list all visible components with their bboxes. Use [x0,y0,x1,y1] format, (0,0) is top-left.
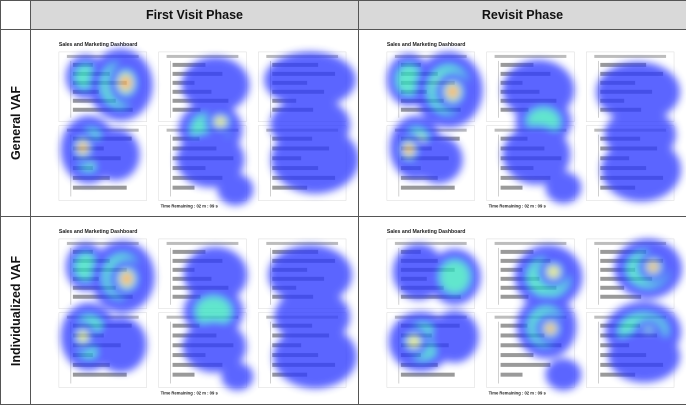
heat-blob [80,144,85,151]
dashboard-title: Sales and Marketing Dashboard [387,42,465,48]
heat-blob [601,138,681,202]
timer-label: Time Remaining : 02 m : 09 s [161,203,219,208]
column-header-first-visit: First Visit Phase [31,1,359,30]
row-label-individualized-vaf: Individualized VAF [9,256,23,366]
gaze-heat-overlay [387,52,681,204]
heatmap-cell-general-revisit: Sales and Marketing Dashboard Time Remain… [359,30,686,217]
heat-blob [608,331,680,383]
heat-blob [440,261,470,294]
heat-blob [95,317,147,373]
dashboard-title: Sales and Marketing Dashboard [59,229,137,235]
row-label-general-vaf: General VAF [9,86,23,160]
heat-blob [92,129,140,181]
heat-blob [650,264,656,270]
heat-blob [415,136,463,184]
heat-blob [545,172,581,204]
heat-blob [547,326,553,332]
heat-blob [79,332,87,342]
heat-blob [273,325,357,389]
heatmap-cell-individualized-first: Sales and Marketing Dashboard Time Remain… [31,217,359,404]
heat-blob [123,275,130,283]
timer-label: Time Remaining : 02 m : 09 s [161,391,219,396]
heat-blob [122,78,129,88]
timer-label: Time Remaining : 02 m : 09 s [489,203,547,208]
heatmap-cell-individualized-revisit: Sales and Marketing Dashboard Time Remain… [359,217,686,404]
dashboard-title: Sales and Marketing Dashboard [387,229,465,235]
heat-blob [215,118,225,126]
heat-blob [545,359,581,391]
column-header-revisit: Revisit Phase [359,1,686,30]
heat-blob [431,311,479,363]
dashboard-heatmap: Sales and Marketing Dashboard Time Remain… [31,217,358,403]
dashboard-title: Sales and Marketing Dashboard [59,42,137,48]
corner-cell [1,1,31,30]
heat-blob [449,88,456,96]
heat-blob [409,337,419,347]
dashboard-heatmap: Sales and Marketing Dashboard Time Remain… [359,217,686,403]
row-header-general-vaf: General VAF [1,30,31,217]
row-header-individualized-vaf: Individualized VAF [1,217,31,404]
heat-blob [271,126,358,194]
heat-blob [548,267,558,277]
dashboard-heatmap: Sales and Marketing Dashboard Time Remain… [359,30,686,216]
heat-blob [221,363,253,391]
heat-blob [406,146,411,153]
heat-blob [217,174,253,206]
dashboard-heatmap: Sales and Marketing Dashboard Time Remain… [31,30,358,216]
heatmap-cell-general-first: Sales and Marketing Dashboard Time Remain… [31,30,359,217]
timer-label: Time Remaining : 02 m : 09 s [489,391,547,396]
